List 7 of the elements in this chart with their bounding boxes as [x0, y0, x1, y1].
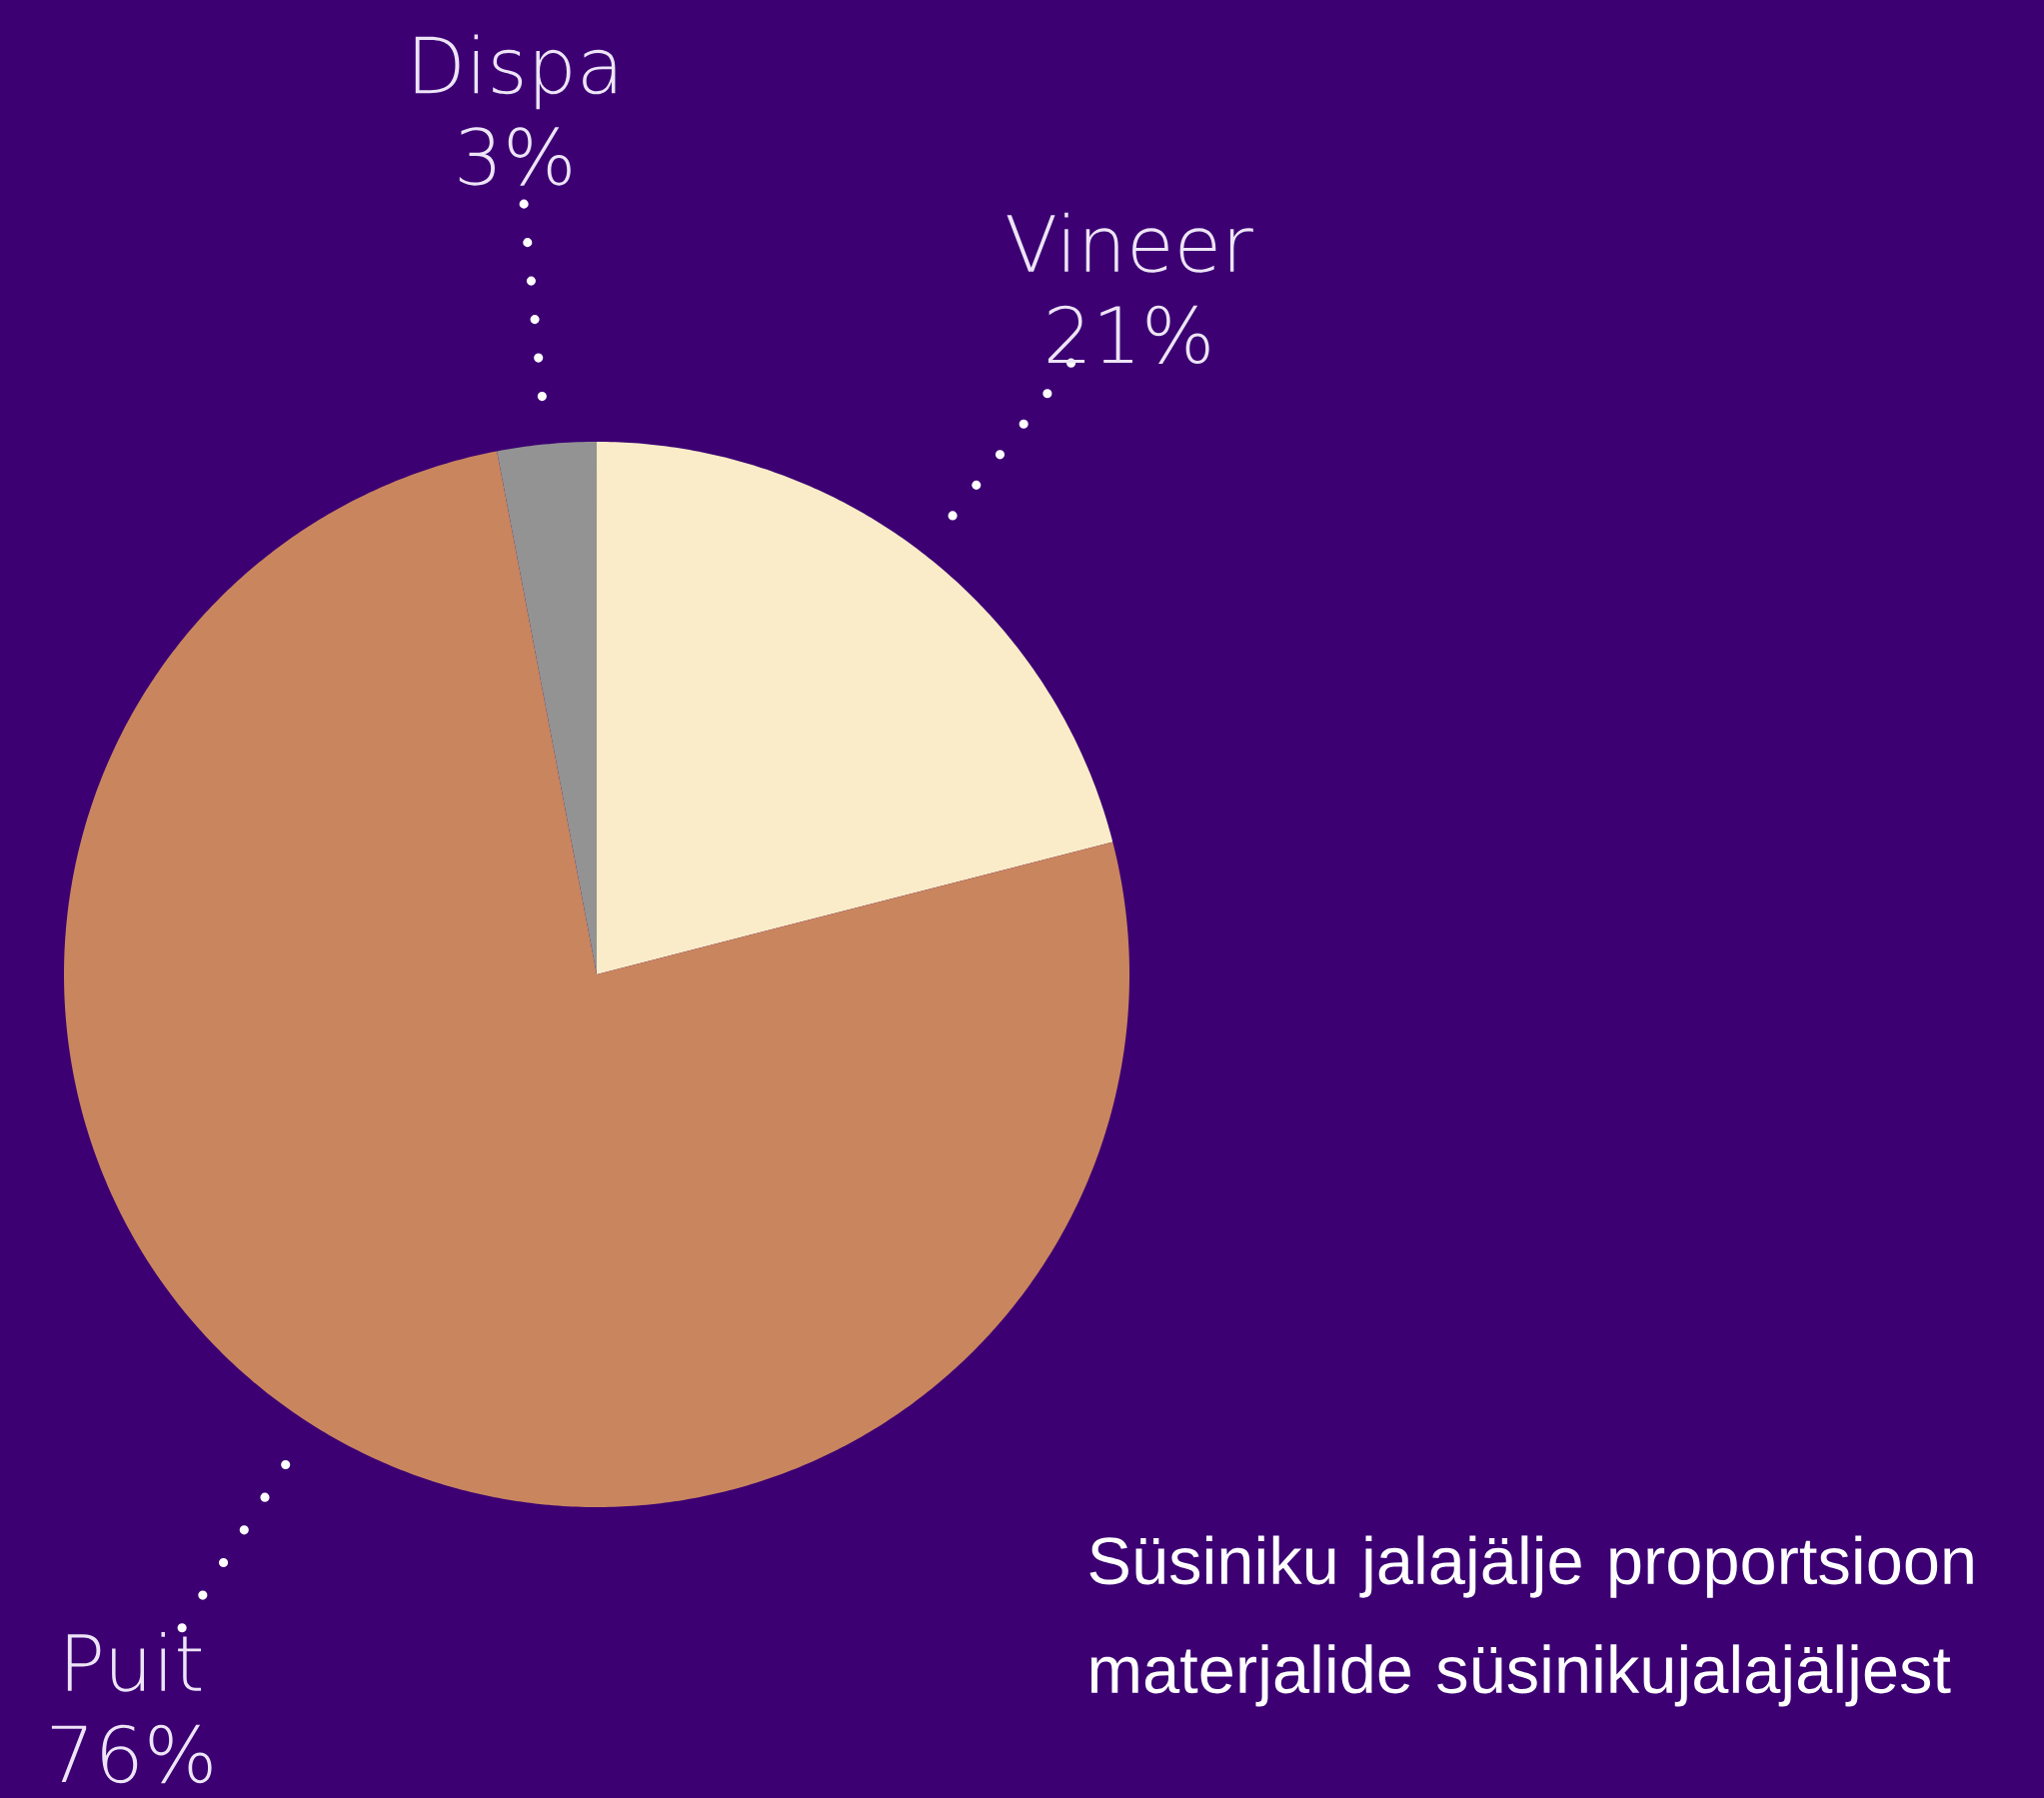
text: Süsiniku jalajälje proportsioon materjalide süsinikujalajäljest	[1089, 1535, 1973, 1707]
slice-label: Dispa	[415, 34, 616, 110]
slice-label: Puit	[67, 1631, 202, 1692]
data-label: 76%	[51, 1724, 212, 1784]
slice-label: Vineer	[1007, 212, 1253, 273]
data-label: 21%	[1047, 305, 1209, 365]
data-label: 3%	[459, 127, 571, 186]
